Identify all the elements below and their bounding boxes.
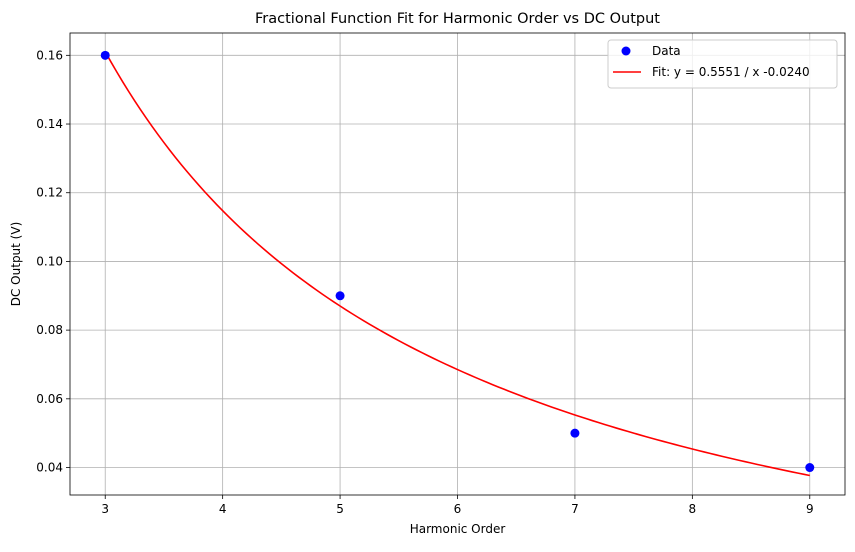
y-tick-label: 0.14 [36,117,63,131]
legend: Data Fit: y = 0.5551 / x -0.0240 [607,39,838,89]
x-tick-label: 7 [571,502,579,516]
series-layer [100,50,815,477]
y-tick-label: 0.04 [36,461,63,475]
data-point [570,428,580,438]
fit-curve [104,51,810,477]
x-tick-label: 5 [336,502,344,516]
x-axis-label: Harmonic Order [410,522,506,536]
data-point [335,291,345,301]
x-tick-label: 3 [101,502,109,516]
data-point [100,50,110,60]
y-tick-label: 0.12 [36,186,63,200]
y-tick-label: 0.10 [36,254,63,268]
legend-box [607,39,838,89]
x-tick-label: 6 [454,502,462,516]
legend-label-data: Data [652,44,681,58]
chart-title: Fractional Function Fit for Harmonic Ord… [255,11,660,27]
legend-label-fit: Fit: y = 0.5551 / x -0.0240 [652,65,810,79]
x-tick-label: 8 [689,502,697,516]
x-tick-label: 4 [219,502,227,516]
y-tick-label: 0.06 [36,392,63,406]
ticks: 3 4 5 6 7 8 9 0.04 0.06 0.08 0.10 0.12 0.14 0.16 [36,48,813,516]
data-point [805,463,815,473]
y-tick-label: 0.08 [36,323,63,337]
legend-marker-data [621,46,631,56]
y-axis-label: DC Output (V) [9,222,23,307]
grid [70,33,845,495]
x-tick-label: 9 [806,502,814,516]
y-tick-label: 0.16 [36,48,63,62]
